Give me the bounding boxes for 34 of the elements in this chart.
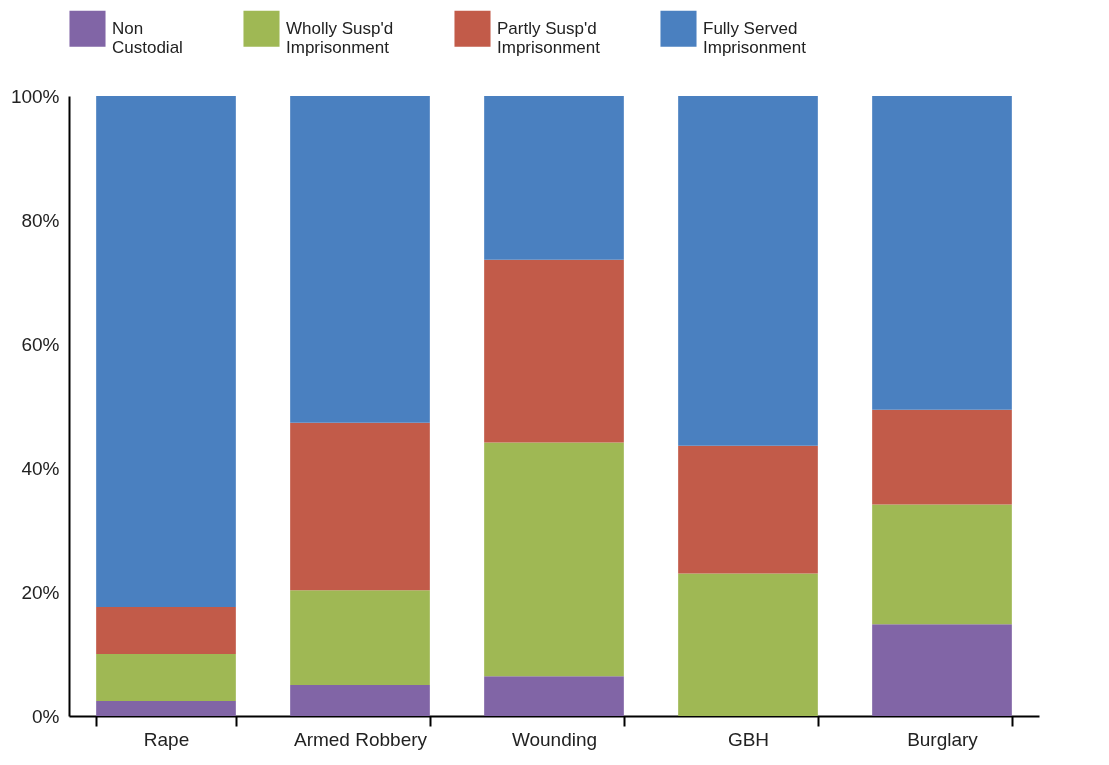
y-tick-label: 20%	[21, 581, 60, 603]
y-tick-label: 60%	[21, 333, 60, 355]
bar	[96, 96, 236, 607]
y-tick-label: 0%	[32, 705, 60, 727]
bar	[484, 442, 624, 677]
bar	[484, 259, 624, 443]
y-tick-label: 100%	[10, 85, 60, 107]
legend-label: Fully Served Imprisonment	[703, 18, 807, 57]
legend-label: Partly Susp'd Imprisonment	[497, 18, 601, 57]
x-tick-label: Wounding	[511, 728, 598, 750]
x-tick-label: Rape	[143, 728, 190, 750]
bar	[678, 573, 818, 716]
bar	[290, 590, 430, 685]
bar	[290, 96, 430, 423]
bar	[872, 409, 1012, 505]
bar	[96, 701, 236, 716]
x-tick-label: Burglary	[907, 728, 979, 750]
x-tick-label: Armed Robbery	[293, 728, 428, 750]
bar	[96, 654, 236, 702]
bar	[872, 624, 1012, 716]
legend-label: Wholly Susp'd Imprisonment	[286, 18, 394, 57]
y-tick-label: 80%	[21, 209, 60, 231]
bar	[290, 685, 430, 716]
bar	[96, 606, 236, 654]
x-tick-label: GBH	[727, 728, 770, 750]
bar	[678, 96, 818, 446]
bar	[484, 676, 624, 716]
bar	[872, 504, 1012, 625]
legend-label: Non Custodial	[112, 18, 183, 57]
bar	[484, 96, 624, 260]
bar	[678, 445, 818, 574]
y-tick-label: 40%	[21, 457, 60, 479]
bar	[290, 422, 430, 591]
bar	[872, 96, 1012, 410]
